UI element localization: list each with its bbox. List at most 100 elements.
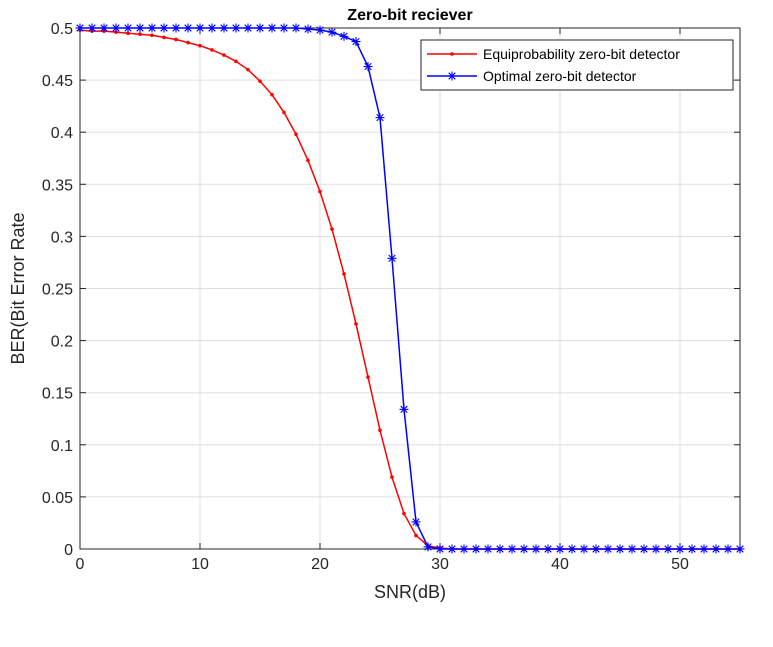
asterisk-stroke	[472, 545, 480, 553]
series-2	[75, 23, 745, 554]
y-tick-label: 0.45	[42, 73, 73, 90]
data-point	[579, 544, 589, 554]
legend-entries: Equiprobability zero-bit detector Optimal…	[427, 46, 680, 84]
asterisk-stroke	[388, 254, 396, 262]
legend-label: Optimal zero-bit detector	[483, 68, 637, 84]
data-point	[363, 62, 373, 72]
x-tick-label: 10	[191, 556, 209, 573]
data-point	[171, 23, 181, 33]
y-tick-label: 0.2	[51, 334, 73, 351]
asterisk-stroke	[208, 24, 216, 32]
legend-label: Equiprobability zero-bit detector	[483, 46, 680, 62]
asterisk-stroke	[412, 518, 420, 526]
asterisk-stroke	[304, 25, 312, 33]
asterisk-stroke	[592, 545, 600, 553]
y-tick-label: 0.4	[51, 125, 73, 142]
asterisk-stroke	[508, 545, 516, 553]
data-point	[294, 132, 298, 137]
data-point	[651, 544, 661, 554]
data-point	[75, 23, 85, 33]
data-point	[339, 31, 349, 41]
chart-title: Zero-bit reciever	[347, 7, 472, 24]
asterisk-stroke	[340, 32, 348, 41]
x-tick-label: 20	[311, 556, 329, 573]
data-point	[699, 544, 709, 554]
data-point	[507, 544, 517, 554]
asterisk-stroke	[292, 24, 300, 32]
data-point	[723, 544, 733, 554]
asterisk-stroke	[136, 24, 144, 32]
data-point	[147, 23, 157, 33]
legend-entry: Equiprobability zero-bit detector	[427, 46, 680, 62]
x-tick-label: 0	[76, 556, 85, 573]
data-point	[207, 23, 217, 33]
data-point	[495, 544, 505, 554]
asterisk-stroke	[604, 545, 612, 553]
data-point	[243, 23, 253, 33]
data-point	[159, 23, 169, 33]
asterisk-stroke	[520, 545, 528, 553]
data-point	[567, 544, 577, 554]
data-point	[411, 517, 421, 527]
asterisk-stroke	[448, 545, 456, 553]
asterisk-stroke	[232, 24, 240, 32]
asterisk-stroke	[316, 26, 324, 34]
data-point	[255, 23, 265, 33]
asterisk-stroke	[700, 545, 708, 553]
asterisk-stroke	[184, 24, 192, 32]
data-point	[111, 23, 121, 33]
data-point	[219, 23, 229, 33]
legend: Equiprobability zero-bit detector Optimal…	[420, 39, 734, 91]
data-point	[543, 544, 553, 554]
asterisk-stroke	[712, 545, 720, 553]
asterisk-stroke	[448, 72, 456, 80]
x-tick-label: 30	[431, 556, 449, 573]
data-point	[366, 375, 370, 379]
data-point	[459, 544, 469, 554]
asterisk-stroke	[460, 545, 468, 553]
data-point	[135, 23, 145, 33]
data-point	[387, 253, 397, 263]
data-point	[210, 48, 214, 52]
data-point	[639, 544, 649, 554]
data-point	[162, 35, 166, 40]
x-tick-label: 50	[671, 556, 689, 573]
data-point	[414, 533, 418, 538]
asterisk-stroke	[628, 545, 636, 553]
asterisk-stroke	[160, 24, 168, 32]
y-tick-label: 0.3	[51, 229, 73, 246]
asterisk-stroke	[664, 545, 672, 553]
asterisk-stroke	[532, 545, 540, 553]
asterisk-stroke	[196, 24, 204, 32]
data-point	[627, 544, 637, 554]
data-point	[123, 23, 133, 33]
data-point	[138, 32, 142, 37]
asterisk-stroke	[544, 545, 552, 553]
asterisk-stroke	[568, 545, 576, 553]
data-point	[390, 475, 394, 479]
data-point	[315, 25, 325, 35]
data-point	[87, 23, 97, 33]
data-point	[471, 544, 481, 554]
data-point	[675, 544, 685, 554]
asterisk-stroke	[112, 24, 120, 32]
data-point	[270, 92, 274, 97]
data-point	[375, 113, 385, 123]
data-point	[291, 23, 301, 33]
data-point	[99, 23, 109, 33]
data-point	[198, 43, 202, 48]
data-point	[615, 544, 625, 554]
data-point	[279, 23, 289, 33]
data-point	[126, 31, 130, 36]
asterisk-stroke	[436, 545, 444, 553]
data-point	[663, 544, 673, 554]
asterisk-stroke	[736, 545, 744, 553]
data-point	[354, 322, 358, 326]
asterisk-stroke	[352, 37, 360, 46]
y-tick-label: 0.1	[51, 438, 73, 455]
data-point	[183, 23, 193, 33]
y-tick-label: 0	[64, 542, 73, 559]
data-point	[231, 23, 241, 33]
